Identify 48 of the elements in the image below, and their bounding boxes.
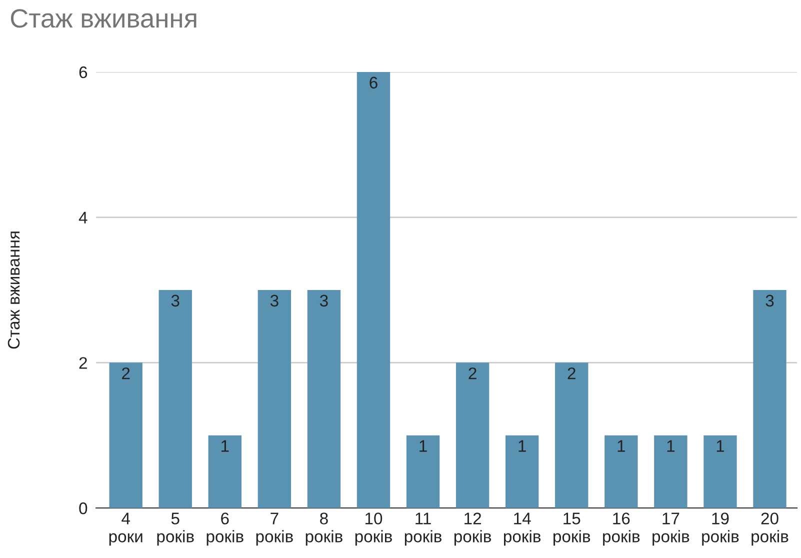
data-label: 1 — [716, 440, 724, 452]
x-tick-label: 7 років — [256, 512, 293, 546]
bar — [307, 290, 341, 508]
x-tick-label: 17 років — [652, 512, 690, 546]
bar — [406, 435, 440, 508]
x-tick-label: 4 роки — [109, 512, 142, 546]
data-label: 3 — [171, 294, 180, 307]
x-tick-label: 8 років — [306, 512, 342, 546]
x-tick-label: 20 років — [752, 512, 788, 546]
data-label: 3 — [320, 294, 328, 307]
y-tick-label: 6 — [79, 66, 88, 78]
data-label: 6 — [370, 76, 378, 89]
data-label: 1 — [222, 440, 229, 452]
x-tick-label: 5 років — [157, 512, 194, 546]
y-tick-label: 4 — [78, 212, 88, 224]
data-label: 3 — [766, 294, 774, 307]
x-tick-label: 12 років — [454, 512, 492, 546]
bar — [356, 72, 390, 508]
data-label: 3 — [270, 294, 278, 307]
bar — [456, 362, 490, 508]
y-axis-title: Стаж вживання — [8, 232, 20, 349]
data-label: 2 — [122, 367, 130, 380]
x-tick-label: 19 років — [702, 512, 739, 546]
bar — [555, 362, 588, 508]
x-tick-label: 15 років — [554, 512, 590, 546]
bar — [158, 290, 192, 508]
data-label: 2 — [468, 367, 476, 380]
x-tick-label: 11 років — [404, 512, 442, 546]
bar — [208, 435, 242, 508]
y-tick-label: 0 — [79, 502, 88, 514]
x-tick-label: 14 років — [504, 512, 541, 546]
bar — [258, 290, 292, 508]
data-label: 2 — [568, 367, 576, 380]
data-label: 1 — [618, 440, 625, 452]
chart-title: Стаж вживання — [10, 9, 196, 28]
bar — [753, 290, 786, 508]
bar — [109, 362, 142, 508]
x-tick-label: 10 років — [355, 512, 392, 546]
data-label: 1 — [667, 440, 675, 452]
bar — [506, 435, 539, 508]
x-tick-label: 16 років — [603, 512, 640, 546]
bar — [704, 435, 737, 508]
x-tick-label: 6 років — [206, 512, 244, 546]
bar — [604, 435, 638, 508]
bar — [654, 435, 688, 508]
data-label: 1 — [518, 440, 526, 452]
data-label: 1 — [420, 440, 427, 452]
y-tick-label: 2 — [79, 357, 87, 369]
